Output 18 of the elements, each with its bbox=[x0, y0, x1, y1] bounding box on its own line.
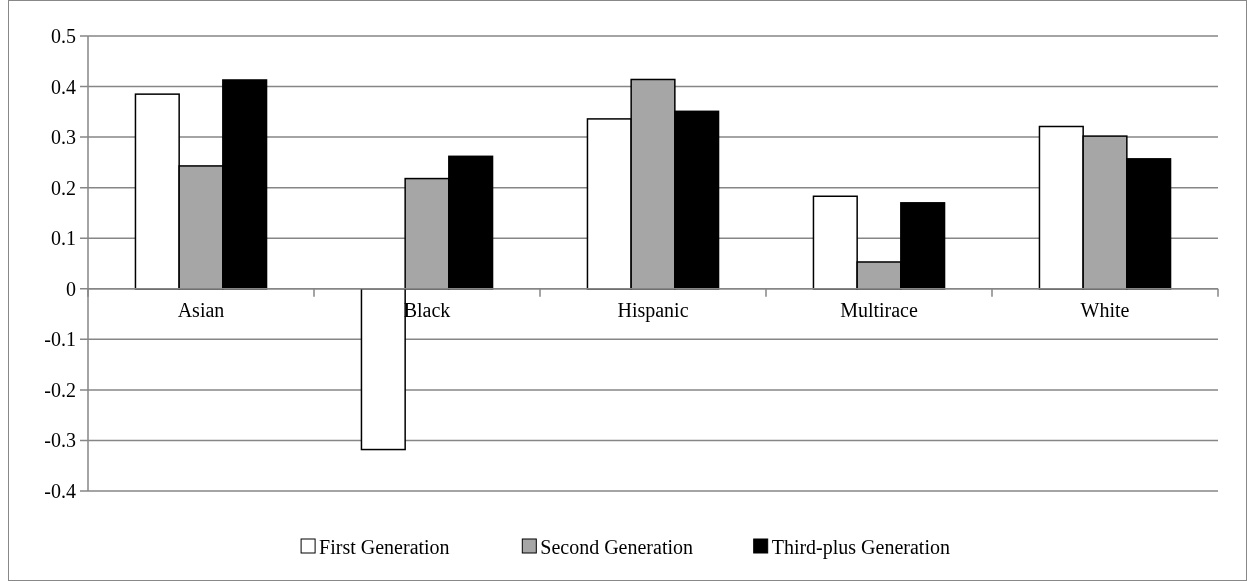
bar bbox=[360, 288, 406, 451]
y-tick-label: -0.4 bbox=[44, 480, 76, 502]
legend-label: Third-plus Generation bbox=[771, 536, 950, 559]
y-tick-label: -0.1 bbox=[44, 328, 76, 351]
y-tick-label: 0.3 bbox=[51, 126, 76, 149]
y-tick-label: 0.4 bbox=[51, 75, 76, 98]
x-tick-label: Hispanic bbox=[617, 298, 689, 322]
x-tick-label: Asian bbox=[177, 298, 225, 321]
y-tick-label: -0.2 bbox=[44, 378, 76, 401]
y-tick-label: -0.3 bbox=[44, 429, 76, 452]
y-tick-label: 0.5 bbox=[51, 25, 76, 47]
x-tick-label: Multirace bbox=[840, 298, 918, 321]
y-tick-label: 0.1 bbox=[51, 227, 76, 250]
legend-label: First Generation bbox=[319, 536, 450, 558]
x-tick-label: White bbox=[1080, 298, 1130, 321]
y-tick-label: 0.2 bbox=[51, 176, 76, 199]
y-tick-label: 0 bbox=[66, 277, 76, 300]
legend-label: Second Generation bbox=[540, 536, 694, 558]
